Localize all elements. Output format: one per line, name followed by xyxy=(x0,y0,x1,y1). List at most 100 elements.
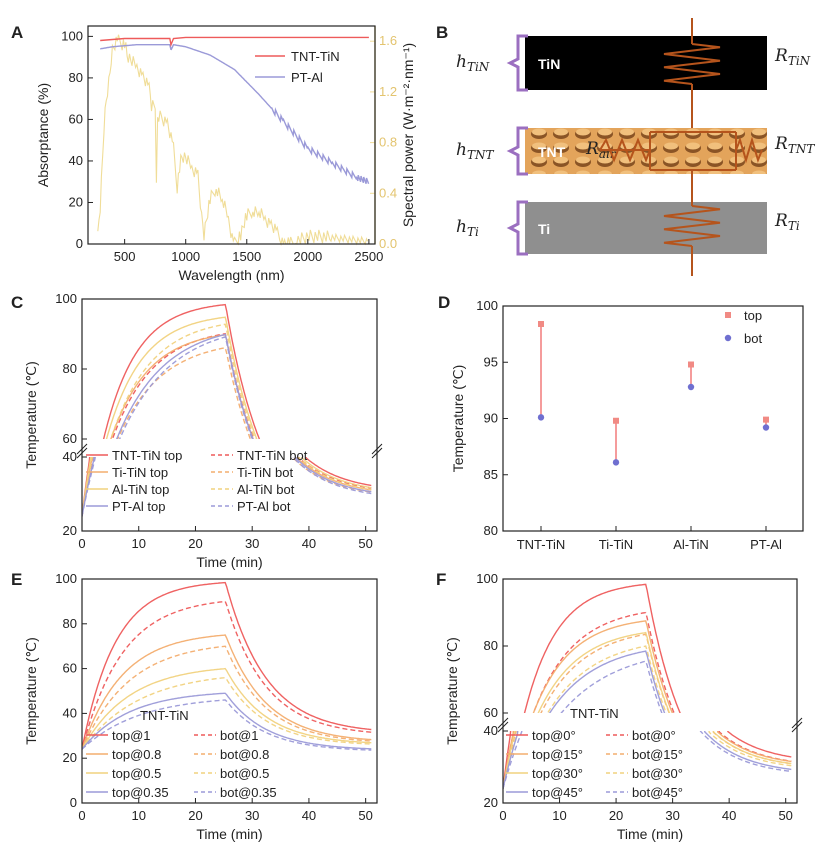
legend-label: TNT-TiN bot xyxy=(237,448,308,463)
y-tick-label: 60 xyxy=(63,661,77,676)
legend-label: PT-Al bot xyxy=(237,499,291,514)
panel-label-a: A xyxy=(11,23,23,42)
series-line xyxy=(82,634,372,750)
y2-tick-label: 0.8 xyxy=(379,135,397,150)
legend-label: bot@1 xyxy=(220,728,259,743)
resistor-air xyxy=(599,137,651,163)
x-axis-label: Time (min) xyxy=(617,826,683,842)
legend-label: top@0.35 xyxy=(112,785,169,800)
x-tick-label: 30 xyxy=(665,808,679,823)
y-tick-label: 20 xyxy=(63,750,77,765)
series-line xyxy=(503,631,792,789)
x-tick-label: 0 xyxy=(78,808,85,823)
panel-label-d: D xyxy=(438,293,450,312)
x-axis-label: Time (min) xyxy=(196,826,262,842)
resistor-tnt xyxy=(735,136,763,164)
y-tick-label: 90 xyxy=(484,411,498,426)
x-tick-label: 30 xyxy=(245,536,259,551)
y-tick-label: 20 xyxy=(63,523,77,538)
panel-label-b: B xyxy=(436,23,448,42)
resistor-ti xyxy=(663,205,721,247)
y-tick-label: 20 xyxy=(484,795,498,810)
point-top xyxy=(613,417,619,424)
x-tick-label: 10 xyxy=(552,808,566,823)
layer-label: TiN xyxy=(538,56,560,72)
resistance-label: RTi xyxy=(774,211,800,233)
panel-d: D TNT-TiN Ti-TiN Al-TiN PT-Al 80 85 90 95 100 Temp… xyxy=(438,293,804,552)
legend-label: top xyxy=(744,308,762,323)
point-bot xyxy=(537,414,545,421)
y-tick-label: 0 xyxy=(76,236,83,251)
y-tick-label: 40 xyxy=(63,705,77,720)
axes-frame xyxy=(81,298,378,532)
series-line-pt-al xyxy=(100,44,370,185)
axis-break-band xyxy=(83,439,376,457)
y-tick-label: 80 xyxy=(63,361,77,376)
point-bot xyxy=(762,424,770,431)
thickness-bracket xyxy=(506,126,528,176)
legend-label: top@30° xyxy=(532,766,583,781)
x-tick-label: 30 xyxy=(245,808,259,823)
chart-title: TNT-TiN xyxy=(140,708,189,723)
point-bot xyxy=(612,459,620,466)
y-tick-label: 95 xyxy=(484,354,498,369)
x-tick-label: 0 xyxy=(499,808,506,823)
y-tick-label: 100 xyxy=(55,571,77,586)
panel-label-f: F xyxy=(436,570,446,589)
y-tick-label: 100 xyxy=(61,28,83,43)
y-tick-label: 0 xyxy=(70,795,77,810)
y-axis-label: Absorptance (%) xyxy=(35,83,51,187)
series-line xyxy=(82,667,372,750)
legend-label: bot@0.8 xyxy=(220,747,269,762)
resistance-label: RTNT xyxy=(774,134,815,156)
y-tick-label: 60 xyxy=(63,431,77,446)
y-tick-label: 80 xyxy=(69,70,83,85)
axis-break-band xyxy=(504,713,796,731)
x-tick-label: 20 xyxy=(188,536,202,551)
series-line xyxy=(82,699,372,751)
y-axis-label: Temperature (℃) xyxy=(450,365,466,473)
series-line xyxy=(503,611,792,789)
legend-label: Ti-TiN top xyxy=(112,465,168,480)
legend-label: top@0.5 xyxy=(112,766,161,781)
thickness-label: hTi xyxy=(456,217,479,239)
layer-ti xyxy=(525,202,767,254)
y2-tick-label: 0.4 xyxy=(379,185,397,200)
plot-area xyxy=(82,581,372,751)
y-tick-label: 60 xyxy=(69,111,83,126)
legend-label: top@0.8 xyxy=(112,747,161,762)
legend-label: top@15° xyxy=(532,747,583,762)
series-line xyxy=(82,600,372,750)
x-tick-label: 500 xyxy=(114,249,136,264)
layer-label: Ti xyxy=(538,221,550,237)
legend-label: bot@0° xyxy=(632,728,676,743)
y-tick-label: 40 xyxy=(63,449,77,464)
category-label: PT-Al xyxy=(750,537,782,552)
legend-label: PT-Al top xyxy=(112,499,165,514)
series-line xyxy=(503,583,792,789)
axes-frame xyxy=(502,578,798,804)
x-tick-label: 10 xyxy=(131,536,145,551)
panel-label-c: C xyxy=(11,293,23,312)
resistor-tin xyxy=(663,43,721,85)
x-tick-label: 50 xyxy=(778,808,792,823)
category-label: Al-TiN xyxy=(673,537,709,552)
legend-label: TNT-TiN top xyxy=(112,448,182,463)
x-tick-label: 10 xyxy=(131,808,145,823)
y-axis-label: Temperature (℃) xyxy=(23,361,39,469)
series-line xyxy=(503,645,792,789)
plot-area xyxy=(82,303,372,517)
x-axis-label: Time (min) xyxy=(196,554,262,570)
thickness-bracket xyxy=(506,34,528,92)
series-line xyxy=(503,650,792,789)
x-tick-label: 40 xyxy=(302,536,316,551)
y2-tick-label: 1.6 xyxy=(379,33,397,48)
x-axis-label: Wavelength (nm) xyxy=(178,267,284,283)
series-line xyxy=(82,316,372,517)
legend-label: bot@15° xyxy=(632,747,683,762)
x-tick-label: 1000 xyxy=(171,249,200,264)
y-tick-label: 40 xyxy=(484,723,498,738)
y-axis-label: Temperature (℃) xyxy=(23,637,39,745)
y-tick-label: 80 xyxy=(484,523,498,538)
series-line xyxy=(82,303,372,517)
